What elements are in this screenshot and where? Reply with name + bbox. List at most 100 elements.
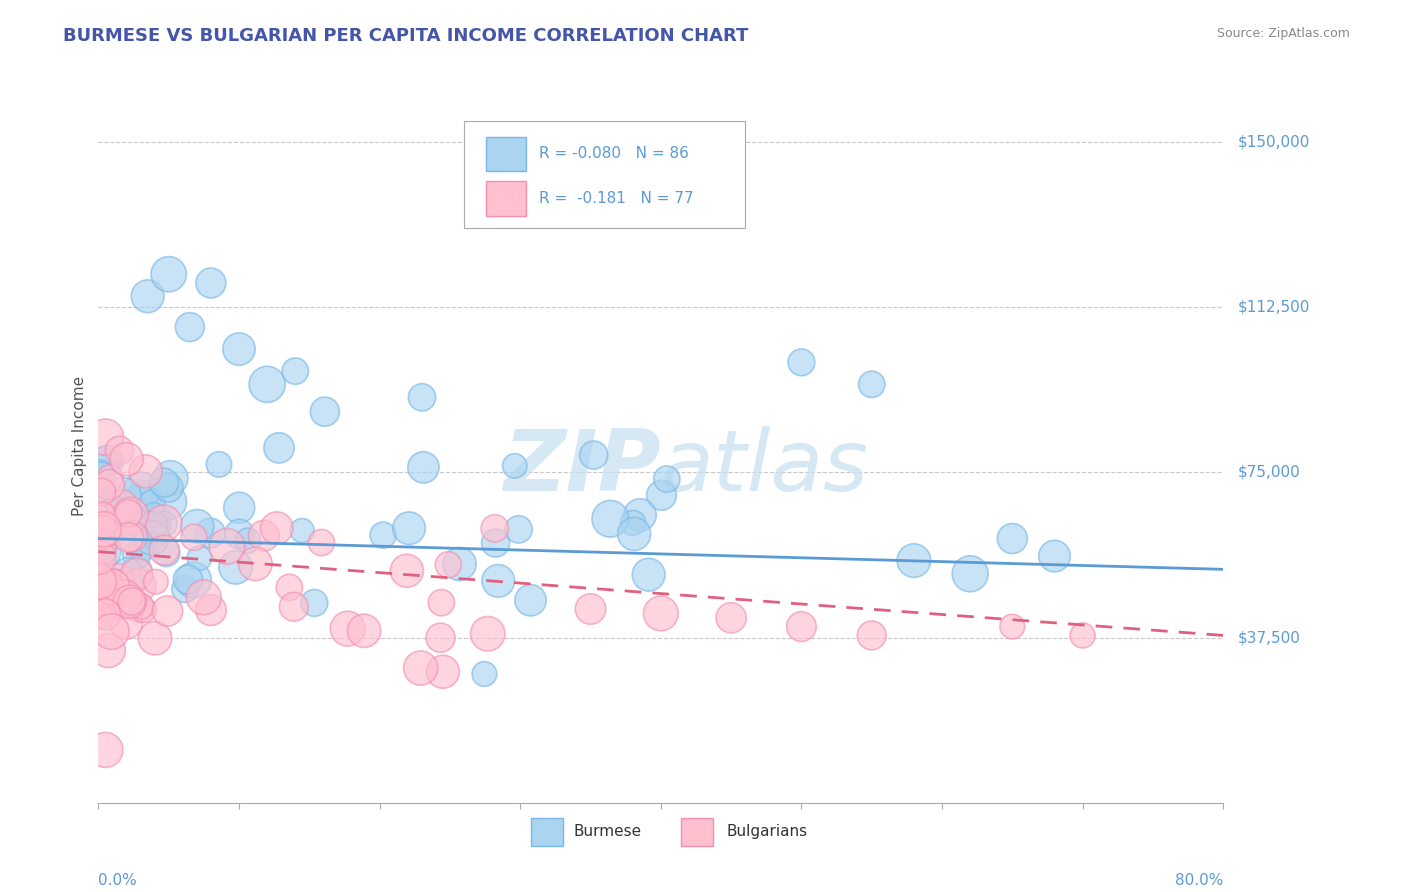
Point <box>90 525 112 540</box>
Text: $150,000: $150,000 <box>1237 135 1309 150</box>
Point <box>208 458 231 472</box>
Point <box>236 533 259 548</box>
Text: atlas: atlas <box>661 425 869 509</box>
Point <box>398 521 420 535</box>
Point <box>141 496 163 510</box>
Point <box>1071 628 1094 642</box>
Point <box>284 364 307 378</box>
Point <box>193 591 215 605</box>
Point <box>108 443 131 458</box>
Point <box>621 516 644 530</box>
FancyBboxPatch shape <box>486 137 526 171</box>
Point <box>860 377 883 392</box>
Point <box>125 567 148 582</box>
Point <box>486 574 509 588</box>
Point <box>96 579 118 593</box>
Point <box>228 342 250 356</box>
Point <box>484 536 506 550</box>
Point <box>477 626 499 640</box>
Point <box>111 489 134 503</box>
Point <box>136 289 159 303</box>
Point <box>200 526 222 541</box>
Point <box>336 622 359 636</box>
Point <box>720 611 742 625</box>
Point <box>153 543 176 558</box>
Point <box>98 471 121 485</box>
Point <box>97 583 120 598</box>
FancyBboxPatch shape <box>464 121 745 228</box>
Point <box>89 550 111 565</box>
Point <box>449 557 471 571</box>
FancyBboxPatch shape <box>531 819 562 846</box>
Point <box>395 564 418 578</box>
Point <box>117 507 139 521</box>
Point <box>91 544 114 558</box>
Point <box>153 475 176 490</box>
Point <box>89 587 111 601</box>
Point <box>371 528 394 542</box>
Point <box>145 512 167 526</box>
Point <box>311 535 333 549</box>
Point <box>411 390 433 404</box>
Point <box>89 575 111 590</box>
Point <box>183 573 205 587</box>
Point <box>429 631 451 645</box>
Point <box>96 453 118 467</box>
Point <box>245 557 267 571</box>
Point <box>142 508 165 522</box>
Point <box>142 518 165 533</box>
Text: 0.0%: 0.0% <box>98 873 138 888</box>
Point <box>179 320 201 334</box>
Point <box>100 624 122 639</box>
Point <box>152 516 174 531</box>
Point <box>1001 532 1024 546</box>
Point <box>98 477 121 491</box>
Point <box>200 276 222 290</box>
Point <box>132 540 155 554</box>
Text: $112,500: $112,500 <box>1237 300 1309 315</box>
Point <box>186 519 208 533</box>
Point <box>89 508 111 523</box>
Text: $75,000: $75,000 <box>1237 465 1301 480</box>
Point <box>94 430 117 444</box>
Text: R = -0.080   N = 86: R = -0.080 N = 86 <box>540 146 689 161</box>
Point <box>582 448 605 462</box>
Point <box>131 483 153 497</box>
Point <box>188 551 211 566</box>
Point <box>128 578 150 592</box>
Point <box>107 597 129 611</box>
Point <box>89 482 111 496</box>
Point <box>90 469 112 483</box>
Point <box>156 604 179 618</box>
Point <box>267 441 290 455</box>
Point <box>115 576 138 591</box>
Point <box>409 661 432 675</box>
Point <box>215 539 238 553</box>
Text: ZIP: ZIP <box>503 425 661 509</box>
Point <box>599 512 621 526</box>
Y-axis label: Per Capita Income: Per Capita Income <box>72 376 87 516</box>
Point <box>174 582 197 596</box>
Point <box>141 531 163 545</box>
Point <box>91 509 114 524</box>
Point <box>120 508 142 523</box>
Point <box>790 355 813 369</box>
Point <box>135 464 157 478</box>
Point <box>128 600 150 615</box>
Text: Bulgarians: Bulgarians <box>725 824 807 838</box>
Point <box>159 471 181 485</box>
Point <box>650 607 672 621</box>
Point <box>860 628 883 642</box>
Point <box>157 494 180 508</box>
Point <box>266 521 288 535</box>
Point <box>283 599 305 614</box>
Point <box>157 267 180 281</box>
Point <box>412 460 434 475</box>
Point <box>105 574 128 588</box>
Text: R =  -0.181   N = 77: R = -0.181 N = 77 <box>540 191 695 206</box>
Point <box>122 514 145 528</box>
Point <box>256 377 278 392</box>
Point <box>125 548 148 562</box>
Point <box>132 491 155 506</box>
Point <box>314 405 336 419</box>
